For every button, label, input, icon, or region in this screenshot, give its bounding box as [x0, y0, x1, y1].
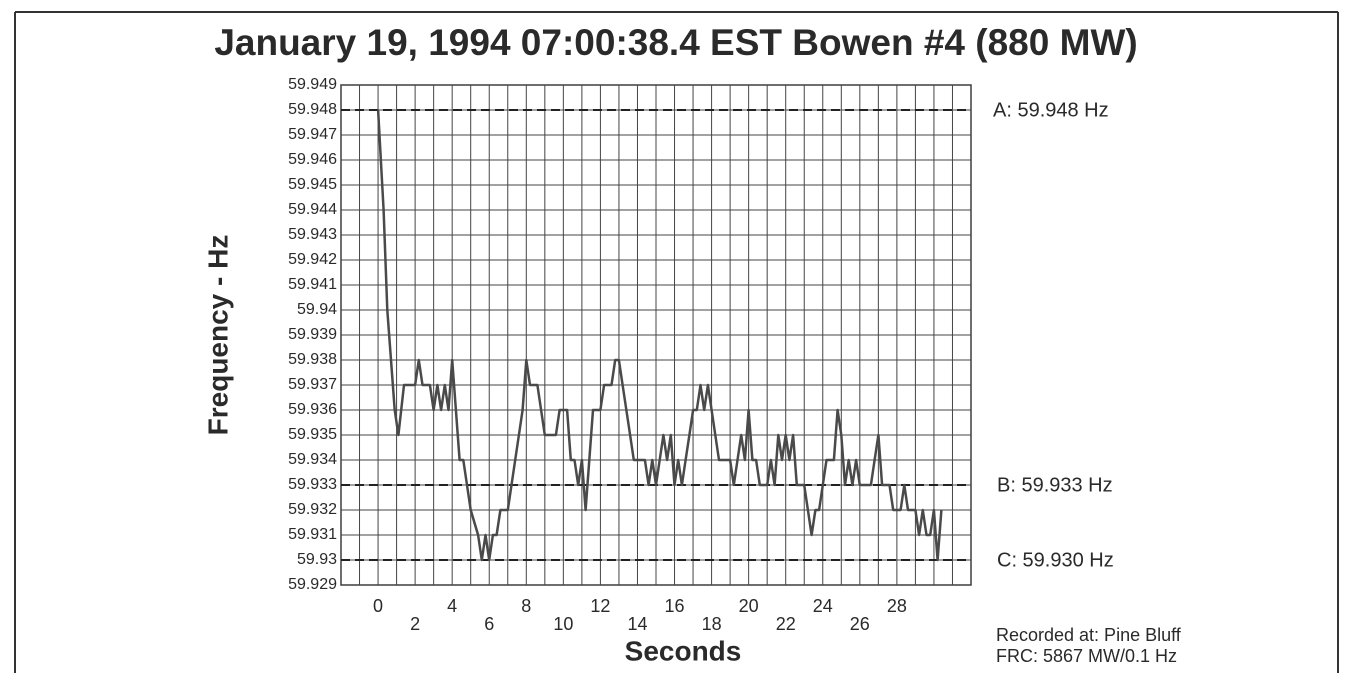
- reference-label: C: 59.930 Hz: [997, 549, 1114, 571]
- y-tick-label: 59.948: [288, 101, 337, 118]
- x-axis-label: Seconds: [625, 635, 742, 666]
- x-tick-label: 16: [665, 596, 685, 616]
- x-tick-label: 24: [813, 596, 833, 616]
- x-tick-label: 8: [521, 596, 531, 616]
- y-tick-label: 59.945: [288, 176, 337, 193]
- y-tick-label: 59.94: [297, 301, 337, 318]
- y-tick-label: 59.931: [288, 526, 337, 543]
- y-axis-label: Frequency - Hz: [202, 235, 233, 436]
- reference-label: B: 59.933 Hz: [997, 474, 1113, 496]
- reference-label: A: 59.948 Hz: [993, 99, 1109, 121]
- y-tick-label: 59.949: [288, 76, 337, 93]
- y-tick-label: 59.932: [288, 501, 337, 518]
- y-tick-label: 59.936: [288, 401, 337, 418]
- x-tick-label: 12: [590, 596, 610, 616]
- y-tick-label: 59.946: [288, 151, 337, 168]
- note: FRC: 5867 MW/0.1 Hz: [996, 646, 1177, 666]
- y-tick-label: 59.93: [297, 551, 337, 568]
- x-tick-label: 20: [739, 596, 759, 616]
- y-tick-label: 59.941: [288, 276, 337, 293]
- data-line: [376, 109, 943, 562]
- y-tick-label: 59.935: [288, 426, 337, 443]
- x-tick-label: 14: [627, 614, 647, 634]
- y-tick-label: 59.929: [288, 576, 337, 593]
- x-tick-label: 4: [447, 596, 457, 616]
- y-tick-label: 59.937: [288, 376, 337, 393]
- y-tick-label: 59.942: [288, 251, 337, 268]
- x-tick-label: 26: [850, 614, 870, 634]
- y-tick-label: 59.947: [288, 126, 337, 143]
- note: Recorded at: Pine Bluff: [996, 625, 1182, 645]
- y-tick-label: 59.939: [288, 326, 337, 343]
- y-tick-label: 59.938: [288, 351, 337, 368]
- x-tick-label: 28: [887, 596, 907, 616]
- y-tick-label: 59.933: [288, 476, 337, 493]
- x-tick-label: 22: [776, 614, 796, 634]
- y-tick-label: 59.943: [288, 226, 337, 243]
- y-tick-label: 59.944: [288, 201, 337, 218]
- x-tick-label: 2: [410, 614, 420, 634]
- x-tick-label: 10: [553, 614, 573, 634]
- x-tick-label: 18: [702, 614, 722, 634]
- chart-title: January 19, 1994 07:00:38.4 EST Bowen #4…: [214, 22, 1137, 63]
- x-tick-label: 0: [373, 596, 383, 616]
- y-tick-label: 59.934: [288, 451, 337, 468]
- x-tick-label: 6: [484, 614, 494, 634]
